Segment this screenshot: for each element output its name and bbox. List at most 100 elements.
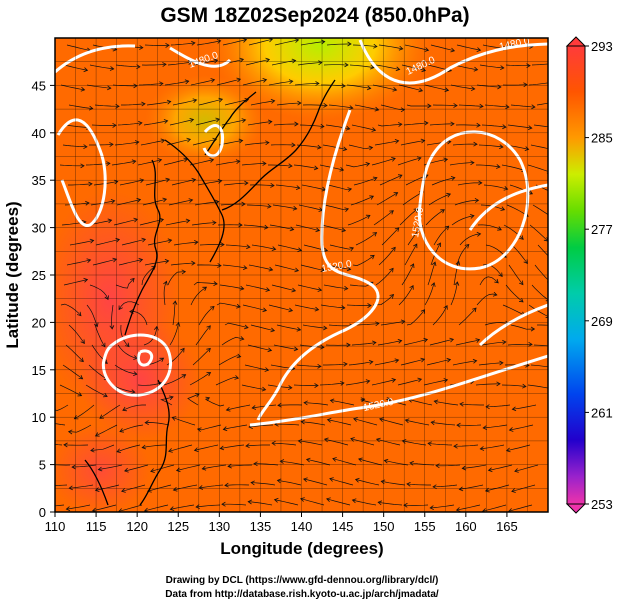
- streamline: [252, 404, 277, 409]
- streamline: [430, 504, 455, 509]
- streamline: [117, 344, 138, 359]
- streamline-arrowhead: [487, 467, 493, 473]
- streamline-arrowhead: [372, 232, 378, 237]
- streamline: [503, 224, 524, 240]
- streamline-arrowhead: [461, 465, 467, 471]
- streamline: [475, 383, 501, 386]
- contour-line: [478, 303, 548, 347]
- streamline: [533, 344, 548, 347]
- streamline: [527, 164, 548, 172]
- streamline-arrowhead: [351, 498, 357, 504]
- x-tick-label: 135: [250, 519, 272, 534]
- streamline-arrowhead: [172, 300, 178, 305]
- streamline: [116, 444, 141, 453]
- streamline: [193, 59, 218, 66]
- contour-label: 1520.0: [321, 259, 353, 275]
- streamline-arrowhead: [473, 66, 479, 72]
- streamline: [274, 264, 299, 272]
- streamline: [193, 282, 218, 286]
- streamline: [328, 104, 353, 109]
- streamline: [481, 341, 506, 346]
- streamline-arrowhead: [508, 427, 514, 432]
- streamline-arrowhead: [279, 459, 285, 464]
- streamline: [319, 382, 344, 386]
- streamline: [66, 44, 91, 51]
- streamline: [531, 63, 548, 66]
- streamline: [280, 460, 305, 466]
- streamline: [302, 324, 327, 329]
- streamline: [450, 281, 458, 306]
- y-tick-label: 40: [32, 126, 46, 141]
- streamline: [224, 99, 249, 106]
- streamline: [450, 84, 475, 90]
- streamline-arrowhead: [398, 122, 403, 127]
- streamline: [250, 324, 275, 332]
- streamline-arrowhead: [340, 381, 345, 386]
- streamline: [355, 232, 377, 246]
- streamline: [172, 99, 197, 106]
- streamline: [402, 191, 424, 206]
- streamline-arrowhead: [198, 485, 204, 490]
- streamline: [406, 483, 431, 486]
- coastline: [204, 91, 257, 156]
- streamline: [55, 484, 68, 486]
- streamline-arrowhead: [175, 467, 181, 473]
- streamline: [274, 423, 300, 426]
- streamline-arrowhead: [476, 47, 482, 52]
- streamline-arrowhead: [345, 125, 351, 131]
- streamline-arrowhead: [291, 142, 296, 148]
- streamline: [505, 64, 531, 67]
- streamline-arrowhead: [163, 280, 168, 286]
- streamline: [330, 400, 355, 406]
- streamline-arrowhead: [365, 162, 371, 167]
- streamline: [274, 499, 299, 506]
- streamline-arrowhead: [482, 425, 487, 431]
- colorbar-bottom-arrow: [565, 503, 587, 514]
- streamline-arrowhead: [413, 243, 418, 249]
- streamline: [327, 419, 352, 426]
- streamline: [510, 324, 535, 330]
- streamline: [427, 261, 436, 286]
- streamline-arrowhead: [418, 87, 424, 93]
- streamline: [374, 359, 399, 366]
- streamline: [172, 301, 176, 326]
- streamline: [528, 82, 548, 86]
- streamline-arrowhead: [300, 419, 305, 425]
- streamline-arrowhead: [430, 282, 436, 287]
- x-tick-label: 155: [414, 519, 436, 534]
- colorbar-tick-label: 253: [591, 497, 613, 512]
- streamline-arrowhead: [294, 267, 300, 273]
- streamline-arrowhead: [449, 337, 455, 343]
- streamline: [401, 64, 426, 71]
- streamline: [202, 464, 227, 470]
- streamline: [59, 384, 82, 397]
- streamline-arrowhead: [94, 432, 100, 437]
- streamline: [199, 484, 224, 489]
- streamline: [456, 504, 481, 511]
- streamline: [352, 255, 375, 266]
- streamline: [354, 323, 379, 326]
- streamline: [455, 339, 480, 346]
- streamline: [115, 278, 135, 289]
- plot-area: 1480.0 1480.0 1480.0 1520.0 1520.0 1520.…: [43, 38, 548, 512]
- streamline-arrowhead: [103, 392, 108, 398]
- streamline-arrowhead: [349, 246, 355, 252]
- streamline-arrowhead: [476, 122, 481, 128]
- streamline-arrowhead: [185, 218, 191, 224]
- streamline: [196, 264, 222, 267]
- streamline: [119, 179, 144, 186]
- streamline: [482, 263, 503, 277]
- streamline-arrowhead: [63, 442, 68, 448]
- streamline-arrowhead: [267, 203, 272, 209]
- streamline-arrowhead: [201, 465, 207, 471]
- streamline: [277, 404, 303, 406]
- streamline: [199, 244, 225, 246]
- streamline: [163, 374, 186, 386]
- streamline-arrowhead: [528, 341, 533, 347]
- streamline-arrowhead: [450, 176, 456, 181]
- streamline-arrowhead: [206, 325, 211, 330]
- streamline-arrowhead: [366, 85, 372, 91]
- streamline-arrowhead: [288, 79, 294, 85]
- streamline-arrowhead: [43, 483, 47, 487]
- warm-region: [80, 320, 200, 440]
